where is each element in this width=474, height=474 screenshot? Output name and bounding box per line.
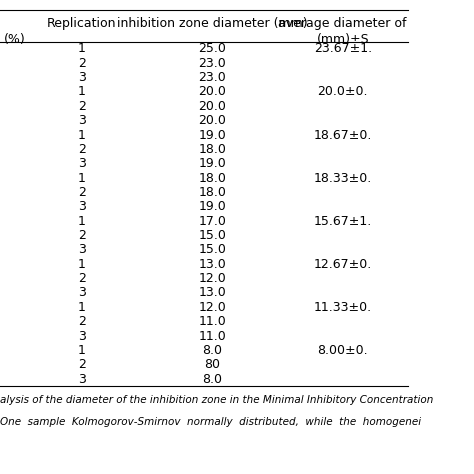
Text: 11.33±0.: 11.33±0. — [314, 301, 372, 314]
Text: 18.0: 18.0 — [198, 186, 226, 199]
Text: Replication: Replication — [47, 17, 116, 29]
Text: 1: 1 — [78, 85, 85, 99]
Text: 3: 3 — [78, 244, 85, 256]
Text: 8.00±0.: 8.00±0. — [318, 344, 368, 357]
Text: 23.67±1.: 23.67±1. — [314, 42, 372, 55]
Text: 15.67±1.: 15.67±1. — [314, 215, 372, 228]
Text: 2: 2 — [78, 57, 85, 70]
Text: 1: 1 — [78, 258, 85, 271]
Text: 20.0±0.: 20.0±0. — [318, 85, 368, 99]
Text: 3: 3 — [78, 114, 85, 127]
Text: 3: 3 — [78, 71, 85, 84]
Text: 2: 2 — [78, 315, 85, 328]
Text: 12.67±0.: 12.67±0. — [314, 258, 372, 271]
Text: 11.0: 11.0 — [198, 315, 226, 328]
Text: 20.0: 20.0 — [198, 114, 226, 127]
Text: 3: 3 — [78, 286, 85, 300]
Text: 19.0: 19.0 — [198, 201, 226, 213]
Text: 20.0: 20.0 — [198, 85, 226, 99]
Text: 25.0: 25.0 — [198, 42, 226, 55]
Text: 15.0: 15.0 — [198, 244, 226, 256]
Text: One  sample  Kolmogorov-Smirnov  normally  distributed,  while  the  homogenei: One sample Kolmogorov-Smirnov normally d… — [0, 417, 421, 427]
Text: inhibition zone diameter (mm): inhibition zone diameter (mm) — [117, 17, 308, 29]
Text: 1: 1 — [78, 215, 85, 228]
Text: 2: 2 — [78, 100, 85, 113]
Text: 1: 1 — [78, 172, 85, 184]
Text: 2: 2 — [78, 186, 85, 199]
Text: 2: 2 — [78, 272, 85, 285]
Text: 3: 3 — [78, 329, 85, 343]
Text: 80: 80 — [204, 358, 220, 371]
Text: 18.0: 18.0 — [198, 172, 226, 184]
Text: 12.0: 12.0 — [198, 272, 226, 285]
Text: 23.0: 23.0 — [198, 71, 226, 84]
Text: 8.0: 8.0 — [202, 344, 222, 357]
Text: (mm)±S: (mm)±S — [316, 33, 369, 46]
Text: 19.0: 19.0 — [198, 157, 226, 170]
Text: 11.0: 11.0 — [198, 329, 226, 343]
Text: 2: 2 — [78, 143, 85, 156]
Text: 13.0: 13.0 — [198, 258, 226, 271]
Text: 1: 1 — [78, 128, 85, 142]
Text: 1: 1 — [78, 344, 85, 357]
Text: 13.0: 13.0 — [198, 286, 226, 300]
Text: 15.0: 15.0 — [198, 229, 226, 242]
Text: 3: 3 — [78, 157, 85, 170]
Text: 17.0: 17.0 — [198, 215, 226, 228]
Text: (%): (%) — [4, 33, 26, 46]
Text: 20.0: 20.0 — [198, 100, 226, 113]
Text: average diameter of: average diameter of — [278, 17, 407, 29]
Text: 12.0: 12.0 — [198, 301, 226, 314]
Text: 1: 1 — [78, 301, 85, 314]
Text: 3: 3 — [78, 201, 85, 213]
Text: alysis of the diameter of the inhibition zone in the Minimal Inhibitory Concentr: alysis of the diameter of the inhibition… — [0, 395, 433, 405]
Text: 8.0: 8.0 — [202, 373, 222, 386]
Text: 1: 1 — [78, 42, 85, 55]
Text: 3: 3 — [78, 373, 85, 386]
Text: 18.0: 18.0 — [198, 143, 226, 156]
Text: 18.33±0.: 18.33±0. — [314, 172, 372, 184]
Text: 19.0: 19.0 — [198, 128, 226, 142]
Text: 2: 2 — [78, 358, 85, 371]
Text: 2: 2 — [78, 229, 85, 242]
Text: 18.67±0.: 18.67±0. — [313, 128, 372, 142]
Text: 23.0: 23.0 — [198, 57, 226, 70]
